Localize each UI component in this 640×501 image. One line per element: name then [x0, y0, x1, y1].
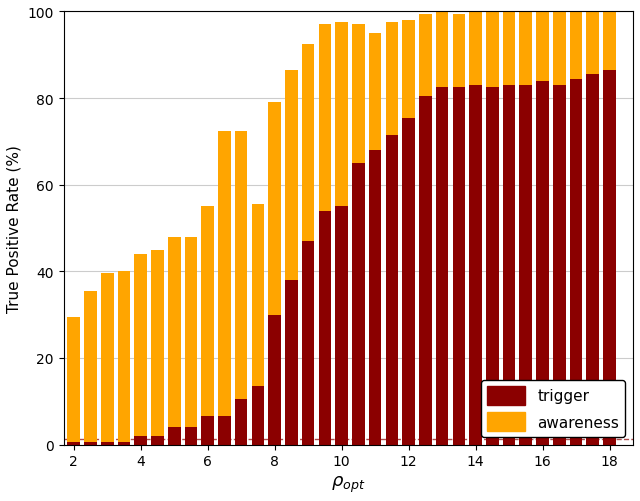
Bar — [469, 86, 482, 445]
Bar — [520, 86, 532, 445]
Bar — [134, 436, 147, 445]
Bar — [201, 417, 214, 445]
Legend: trigger, awareness: trigger, awareness — [481, 380, 625, 437]
Y-axis label: True Positive Rate (%): True Positive Rate (%) — [7, 145, 22, 312]
Bar — [134, 255, 147, 436]
Bar — [335, 207, 348, 445]
Bar — [252, 386, 264, 445]
Bar — [285, 71, 298, 281]
Bar — [604, 71, 616, 445]
Bar — [586, 75, 599, 445]
Bar — [436, 13, 449, 88]
Bar — [436, 88, 449, 445]
Bar — [151, 250, 164, 436]
Bar — [67, 442, 80, 445]
Bar — [352, 164, 365, 445]
Bar — [503, 86, 515, 445]
Bar — [84, 291, 97, 442]
Bar — [268, 315, 281, 445]
Bar — [403, 21, 415, 118]
Bar — [385, 136, 398, 445]
Bar — [118, 442, 131, 445]
Bar — [235, 131, 248, 399]
Bar — [419, 97, 432, 445]
Bar — [486, 13, 499, 88]
Bar — [268, 103, 281, 315]
Bar — [385, 23, 398, 136]
Bar — [520, 13, 532, 86]
Bar — [302, 45, 314, 241]
Bar — [118, 272, 131, 442]
Bar — [100, 274, 113, 442]
Bar — [452, 88, 465, 445]
Bar — [469, 13, 482, 86]
Bar — [503, 13, 515, 86]
Bar — [536, 82, 549, 445]
Bar — [452, 15, 465, 88]
Bar — [319, 211, 332, 445]
Bar — [586, 13, 599, 75]
Bar — [168, 427, 180, 445]
Bar — [335, 23, 348, 207]
Bar — [536, 13, 549, 82]
Bar — [252, 205, 264, 386]
Bar — [604, 13, 616, 71]
Bar — [285, 281, 298, 445]
Bar — [184, 237, 197, 427]
X-axis label: $\rho_{opt}$: $\rho_{opt}$ — [331, 474, 365, 494]
Bar — [67, 317, 80, 442]
Bar — [84, 442, 97, 445]
Bar — [302, 241, 314, 445]
Bar — [218, 417, 231, 445]
Bar — [570, 13, 582, 80]
Bar — [553, 86, 566, 445]
Bar — [352, 26, 365, 164]
Bar — [486, 88, 499, 445]
Bar — [369, 151, 381, 445]
Bar — [168, 237, 180, 427]
Bar — [184, 427, 197, 445]
Bar — [151, 436, 164, 445]
Bar — [419, 15, 432, 97]
Bar — [201, 207, 214, 417]
Bar — [570, 80, 582, 445]
Bar — [235, 399, 248, 445]
Bar — [218, 131, 231, 417]
Bar — [553, 13, 566, 86]
Bar — [100, 442, 113, 445]
Bar — [319, 26, 332, 211]
Bar — [403, 118, 415, 445]
Bar — [369, 34, 381, 151]
